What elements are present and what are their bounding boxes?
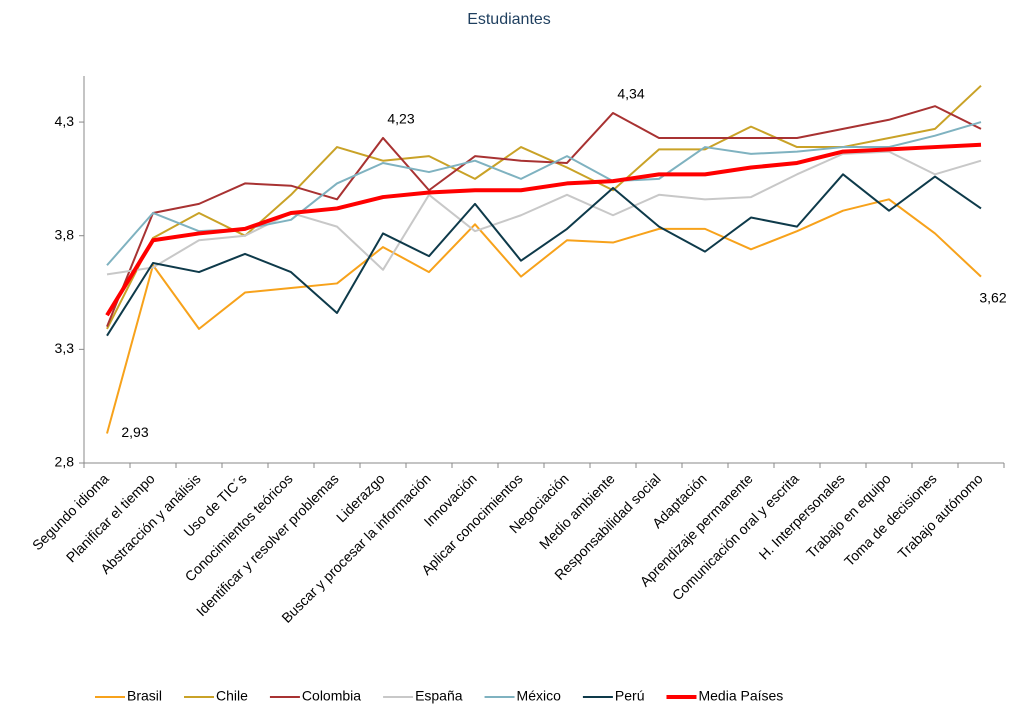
x-tick-label: Planificar el tiempo <box>63 470 158 565</box>
data-label: 4,34 <box>617 86 644 102</box>
y-tick-label: 4,3 <box>55 113 75 129</box>
legend-label: Colombia <box>302 688 361 704</box>
chart-title: Estudiantes <box>467 11 551 28</box>
series-line <box>106 105 982 327</box>
data-label: 4,23 <box>387 111 414 127</box>
series-line <box>106 173 982 337</box>
legend-label: Chile <box>216 688 248 704</box>
x-tick-label: Segundo idioma <box>29 470 112 553</box>
series-line <box>106 150 982 276</box>
legend-label: México <box>517 688 562 704</box>
y-tick-label: 3,8 <box>55 226 75 242</box>
legend-label: Perú <box>615 688 645 704</box>
y-tick-label: 3,3 <box>55 340 75 356</box>
data-label: 3,62 <box>979 289 1006 305</box>
x-tick-label: Trabajo autónomo <box>894 470 985 561</box>
legend-label: Media Países <box>698 688 783 704</box>
data-label: 2,93 <box>121 424 148 440</box>
series-line <box>106 198 982 434</box>
series-line <box>106 84 982 330</box>
legend-label: España <box>415 688 463 704</box>
legend-label: Brasil <box>127 688 162 704</box>
x-tick-label: H. Interpersonales <box>756 470 848 562</box>
y-tick-label: 2,8 <box>55 454 75 470</box>
x-tick-label: Trabajo en equipo <box>803 470 894 561</box>
series-line <box>105 142 982 317</box>
